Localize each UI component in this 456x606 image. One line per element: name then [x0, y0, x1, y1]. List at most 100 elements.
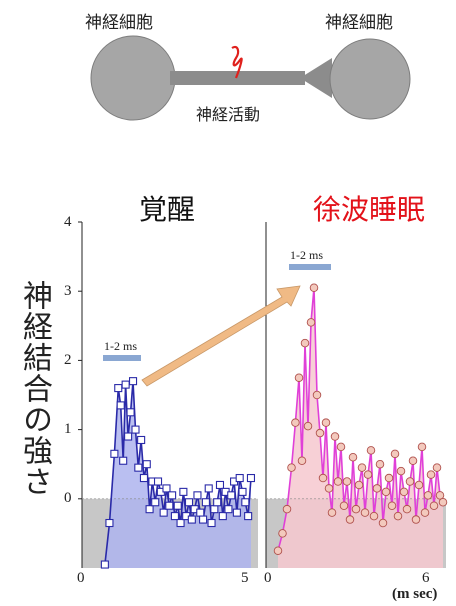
- data-point: [300, 338, 310, 348]
- data-point: [372, 484, 382, 493]
- series-line: [277, 287, 444, 551]
- awake-scale-bar-label: 1-2 ms: [104, 339, 137, 353]
- data-point: [121, 380, 130, 389]
- data-point: [176, 518, 185, 528]
- series-line: [104, 381, 252, 565]
- data-point: [139, 473, 149, 483]
- data-point: [244, 512, 253, 521]
- data-point: [151, 498, 160, 507]
- data-point: [246, 473, 256, 483]
- spike-icon: [231, 45, 243, 79]
- data-point: [330, 432, 340, 441]
- data-point: [429, 501, 439, 510]
- data-point: [294, 373, 304, 382]
- data-point: [342, 477, 352, 486]
- data-point: [396, 466, 406, 476]
- data-point: [137, 435, 146, 445]
- data-point: [291, 418, 300, 427]
- data-point: [438, 498, 448, 507]
- data-point: [105, 518, 114, 528]
- awake-scale-bar: [103, 355, 141, 361]
- data-point: [204, 484, 213, 493]
- data-point: [173, 501, 182, 510]
- data-point: [210, 505, 219, 514]
- data-point: [199, 515, 208, 524]
- data-point: [336, 442, 346, 452]
- data-point: [170, 512, 179, 521]
- data-point: [411, 515, 421, 524]
- awake-title: 覚醒: [139, 193, 196, 226]
- sleep-scale-bar: [289, 264, 331, 270]
- data-point: [315, 428, 325, 438]
- data-point: [399, 487, 409, 497]
- data-point: [241, 498, 250, 507]
- data-point: [232, 508, 241, 517]
- data-point: [369, 511, 379, 521]
- data-point: [423, 491, 433, 500]
- data-point: [187, 515, 196, 524]
- data-point: [333, 477, 343, 486]
- y-tick-label: 1: [64, 421, 72, 437]
- data-point: [159, 508, 168, 517]
- data-point: [360, 508, 370, 517]
- data-point: [327, 508, 337, 517]
- data-point: [131, 425, 140, 434]
- right-neuron-body: [329, 38, 411, 120]
- data-point: [357, 463, 367, 472]
- data-point: [273, 546, 283, 555]
- data-point: [201, 498, 210, 507]
- data-point: [196, 508, 205, 517]
- data-point: [116, 401, 125, 410]
- data-point: [162, 484, 171, 493]
- data-point: [363, 470, 373, 479]
- data-point: [215, 480, 225, 490]
- y-tick-label: 2: [64, 352, 72, 368]
- data-point: [297, 456, 307, 465]
- data-point: [426, 470, 436, 479]
- data-point: [324, 484, 334, 493]
- data-point: [128, 377, 138, 386]
- data-point: [134, 463, 143, 472]
- data-point: [432, 463, 442, 472]
- y-tick-label: 3: [64, 283, 72, 299]
- data-point: [378, 518, 388, 528]
- data-point: [142, 460, 151, 469]
- data-point: [381, 487, 391, 497]
- data-point: [303, 421, 313, 431]
- data-point: [306, 318, 316, 327]
- data-point: [207, 518, 216, 528]
- y-axis-label: 神経結合の強さ: [17, 280, 52, 497]
- data-point: [435, 491, 445, 500]
- data-point: [179, 487, 188, 496]
- data-point: [417, 442, 427, 452]
- x-tick-label: 6: [422, 570, 430, 586]
- data-point: [351, 504, 361, 514]
- data-point: [309, 283, 319, 292]
- left-neuron-label: 神経細胞: [85, 13, 153, 33]
- data-point: [153, 477, 163, 486]
- data-point: [224, 505, 233, 514]
- data-point: [366, 446, 376, 455]
- data-point: [110, 449, 119, 458]
- data-point: [339, 501, 349, 510]
- data-point: [100, 560, 109, 569]
- x-unit-label: (m sec): [392, 586, 438, 602]
- x-tick-label: 0: [264, 570, 272, 586]
- y-tick-label: 0: [64, 490, 72, 506]
- sleep-title: 徐波睡眠: [313, 193, 426, 226]
- data-point: [278, 529, 287, 538]
- synapse-terminal: [300, 58, 332, 98]
- data-point: [114, 384, 123, 393]
- data-point: [405, 477, 415, 486]
- data-point: [165, 501, 174, 510]
- data-point: [145, 505, 154, 514]
- x-tick-label: 0: [77, 570, 85, 586]
- y-tick-label: 4: [64, 214, 72, 230]
- data-point: [184, 498, 194, 507]
- data-point: [193, 491, 202, 500]
- data-point: [384, 473, 394, 483]
- axon: [170, 71, 305, 85]
- series-area: [278, 287, 443, 568]
